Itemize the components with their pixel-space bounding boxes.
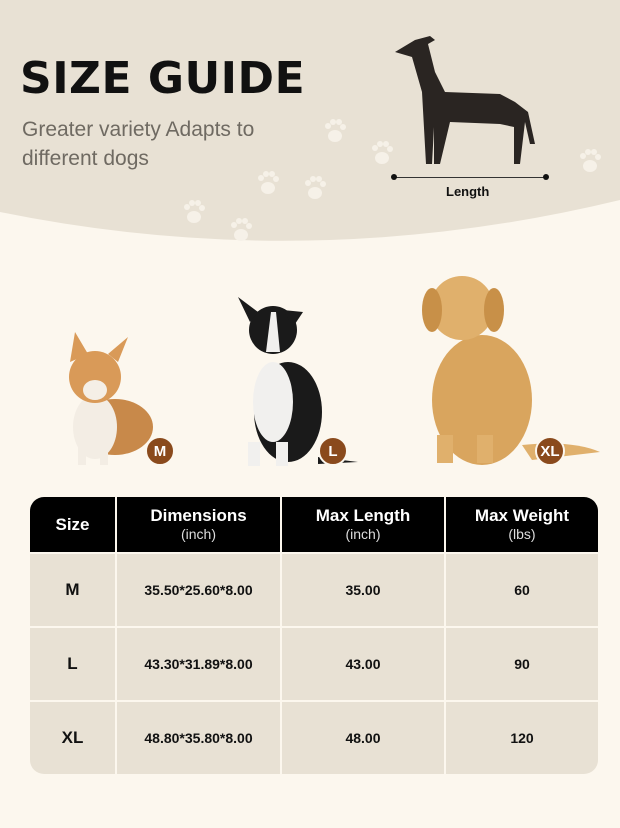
length-dot bbox=[543, 174, 549, 180]
size-badge-xl: XL bbox=[535, 436, 565, 466]
cell-max-length: 48.00 bbox=[282, 700, 446, 774]
cell-dimensions: 35.50*25.60*8.00 bbox=[117, 552, 282, 626]
header-label: Max Weight bbox=[474, 505, 570, 525]
header-label: Dimensions bbox=[150, 505, 247, 525]
table-row: XL 48.80*35.80*8.00 48.00 120 bbox=[30, 700, 598, 774]
border-collie-image bbox=[238, 297, 358, 466]
cell-size: L bbox=[30, 626, 117, 700]
cell-max-weight: 60 bbox=[446, 552, 598, 626]
size-badge-m: M bbox=[145, 436, 175, 466]
cell-size: M bbox=[30, 552, 117, 626]
header-background bbox=[0, 0, 620, 241]
header-dimensions: Dimensions (inch) bbox=[117, 497, 282, 552]
subtitle: Greater variety Adapts to different dogs bbox=[22, 118, 255, 170]
length-dot bbox=[391, 174, 397, 180]
cell-max-length: 43.00 bbox=[282, 626, 446, 700]
cell-dimensions: 43.30*31.89*8.00 bbox=[117, 626, 282, 700]
header-max-weight: Max Weight (lbs) bbox=[446, 497, 598, 552]
cell-max-weight: 120 bbox=[446, 700, 598, 774]
paw-prints bbox=[184, 119, 601, 241]
header-unit: (inch) bbox=[345, 525, 381, 542]
header-label: Size bbox=[55, 514, 90, 534]
cell-max-weight: 90 bbox=[446, 626, 598, 700]
header-unit: (inch) bbox=[180, 525, 216, 542]
header-max-length: Max Length (inch) bbox=[282, 497, 446, 552]
dog-silhouette-icon bbox=[395, 36, 535, 164]
table-row: M 35.50*25.60*8.00 35.00 60 bbox=[30, 552, 598, 626]
header-unit: (lbs) bbox=[508, 525, 536, 542]
golden-retriever-image bbox=[422, 276, 600, 465]
header-size: Size bbox=[30, 497, 117, 552]
cell-max-length: 35.00 bbox=[282, 552, 446, 626]
corgi-image bbox=[69, 332, 153, 465]
table-row: L 43.30*31.89*8.00 43.00 90 bbox=[30, 626, 598, 700]
length-line bbox=[394, 177, 546, 178]
cell-size: XL bbox=[30, 700, 117, 774]
page-title: SIZE GUIDE bbox=[20, 53, 306, 104]
size-badge-l: L bbox=[318, 436, 348, 466]
cell-dimensions: 48.80*35.80*8.00 bbox=[117, 700, 282, 774]
size-table: Size Dimensions (inch) Max Length (inch) M… bbox=[30, 497, 598, 774]
length-label: Length bbox=[446, 184, 490, 199]
table-header-row: Size Dimensions (inch) Max Length (inch) M… bbox=[30, 497, 598, 552]
header-label: Max Length bbox=[315, 505, 411, 525]
